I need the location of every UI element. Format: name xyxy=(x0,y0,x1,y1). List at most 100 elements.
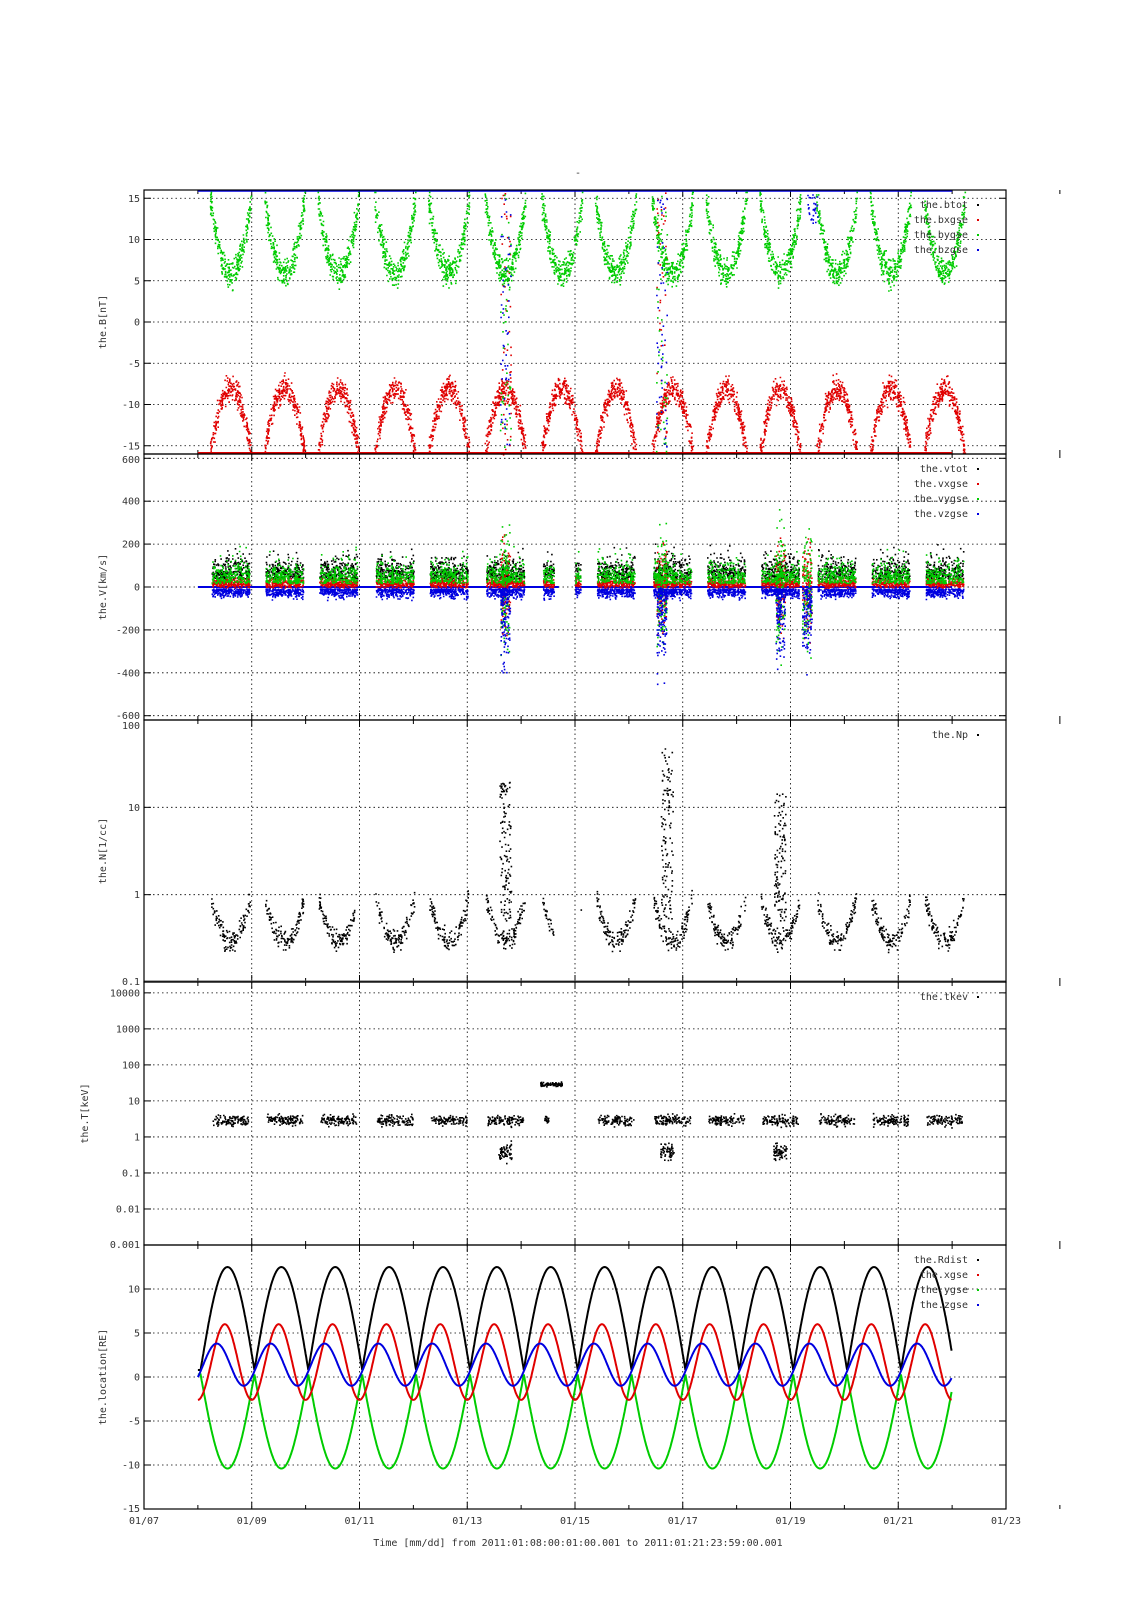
data-layer xyxy=(197,509,965,686)
panel-1: 15 10 5 0 -5 -10 -15 the.B[nT] the.btot the.bxgse… xyxy=(98,189,1061,456)
panel-2: 600 400 200 0 -200 -400 -600 the.V[km/s] the.vto… xyxy=(98,453,1061,722)
ytick-label: -5 xyxy=(128,1417,140,1428)
bxgse-points xyxy=(206,192,967,456)
xtick-label: 01/13 xyxy=(452,1516,482,1527)
legend-marker xyxy=(977,513,979,515)
legend-label: the.Rdist xyxy=(914,1255,968,1266)
xaxis-ticks: 01/07 01/09 01/11 01/13 01/15 01/17 01/19 01/21… xyxy=(129,1516,1021,1527)
xtick-label: 01/07 xyxy=(129,1516,159,1527)
ylabel: the.T[keV] xyxy=(80,1083,91,1143)
tkev-points xyxy=(212,1081,963,1165)
data-layer xyxy=(197,189,967,456)
plot-frame xyxy=(143,1244,1007,1510)
legend-marker xyxy=(977,249,979,251)
xtick-label: 01/11 xyxy=(344,1516,374,1527)
legend: the.vtot the.vxgse the.vygse the.vzgse xyxy=(914,464,979,520)
ytick-label: 400 xyxy=(122,497,140,508)
ytick-label: 0.1 xyxy=(122,977,140,988)
panels: 151050-5-10-15the.B[nT]the.btotthe.bxgse… xyxy=(80,189,1061,1527)
ytick-label: -10 xyxy=(122,1461,140,1472)
ytick-label: -5 xyxy=(128,359,140,370)
ytick-label: 5 xyxy=(134,1329,140,1340)
ytick-label: 600 xyxy=(122,455,140,466)
ytick-label: 10 xyxy=(128,803,140,814)
legend-label: the.ygse xyxy=(920,1285,968,1296)
ytick-label: 10 xyxy=(128,1096,140,1107)
ygse-line xyxy=(197,1373,953,1470)
panel-5: 1050-5-10-15the.location[RE]the.Rdistthe… xyxy=(98,1244,1061,1515)
legend-label: the.vzgse xyxy=(914,509,968,520)
legend-label: the.bzgse xyxy=(914,245,968,256)
xtick-label: 01/21 xyxy=(883,1516,913,1527)
legend: the.Np xyxy=(932,730,979,741)
ylabel: the.location[RE] xyxy=(98,1329,109,1425)
ytick-label: -400 xyxy=(116,668,140,679)
panel-3: 100 10 1 0.1 the.N[1/cc] the.Np xyxy=(98,719,1061,988)
ytick-label: 0 xyxy=(134,1373,140,1384)
legend: the.tkev xyxy=(920,992,979,1003)
xtick-label: 01/15 xyxy=(560,1516,590,1527)
legend-marker xyxy=(977,996,979,998)
zgse-line xyxy=(196,1342,953,1387)
panel-4: 10000 1000 100 10 1 0.1 0.01 0.001 the.T[keV] the… xyxy=(80,981,1061,1251)
data-layer xyxy=(144,748,1006,982)
legend-label: the.xgse xyxy=(920,1270,968,1281)
ytick-label: -10 xyxy=(122,400,140,411)
legend-marker xyxy=(977,1274,979,1276)
ytick-label: 0.001 xyxy=(110,1240,140,1251)
ytick-label: 10 xyxy=(128,1285,140,1296)
legend-label: the.vygse xyxy=(914,494,968,505)
ytick-label: -15 xyxy=(122,441,140,452)
legend-marker xyxy=(977,483,979,485)
xtick-label: 01/17 xyxy=(668,1516,698,1527)
xaxis-label: Time [mm/dd] from 2011:01:08:00:01:00.00… xyxy=(373,1538,782,1549)
Rdist-line xyxy=(197,1265,953,1371)
ytick-label: 5 xyxy=(134,276,140,287)
ytick-label: -15 xyxy=(122,1504,140,1515)
legend: the.btot the.bxgse the.bygse the.bzgse xyxy=(914,200,979,256)
legend-label: the.bxgse xyxy=(914,215,968,226)
ytick-label: 15 xyxy=(128,194,140,205)
legend-label: the.vxgse xyxy=(914,479,968,490)
xtick-label: 01/19 xyxy=(775,1516,805,1527)
ytick-label: 0 xyxy=(134,318,140,329)
legend-marker xyxy=(977,468,979,470)
xtick-label: 01/09 xyxy=(237,1516,267,1527)
ytick-label: 1 xyxy=(134,890,140,901)
ylabel: the.V[km/s] xyxy=(98,554,109,620)
ytick-label: 0 xyxy=(134,583,140,594)
vzgse-points xyxy=(211,587,965,686)
data-layer xyxy=(212,1081,963,1165)
ytick-label: 1000 xyxy=(116,1024,140,1035)
legend-label: the.tkev xyxy=(920,992,968,1003)
Np-points xyxy=(211,748,965,954)
legend-marker xyxy=(977,734,979,736)
ytick-label: -200 xyxy=(116,625,140,636)
ytick-label: 1 xyxy=(134,1132,140,1143)
ylabel: the.N[1/cc] xyxy=(98,818,109,884)
ytick-label: 100 xyxy=(122,721,140,732)
ytick-label: -600 xyxy=(116,711,140,722)
ytick-label: 10000 xyxy=(110,988,140,999)
ytick-label: 200 xyxy=(122,540,140,551)
legend-marker xyxy=(977,204,979,206)
legend-marker xyxy=(977,1289,979,1291)
figure-title: - xyxy=(575,168,581,179)
legend-label: the.zgse xyxy=(920,1300,968,1311)
legend-marker xyxy=(977,234,979,236)
ytick-label: 10 xyxy=(128,235,140,246)
legend-marker xyxy=(977,498,979,500)
legend-marker xyxy=(977,1304,979,1306)
xtick-label: 01/23 xyxy=(991,1516,1021,1527)
ylabel: the.B[nT] xyxy=(98,295,109,349)
data-layer xyxy=(196,1265,953,1470)
bzgse-points xyxy=(500,194,819,448)
ytick-label: 100 xyxy=(122,1060,140,1071)
ytick-label: 0.01 xyxy=(116,1204,140,1215)
legend-label: the.btot xyxy=(920,200,968,211)
legend-marker xyxy=(977,219,979,221)
legend-marker xyxy=(977,1259,979,1261)
legend-label: the.bygse xyxy=(914,230,968,241)
legend: the.Rdist the.xgse the.ygse the.zgse xyxy=(914,1255,979,1311)
legend-label: the.Np xyxy=(932,730,968,741)
